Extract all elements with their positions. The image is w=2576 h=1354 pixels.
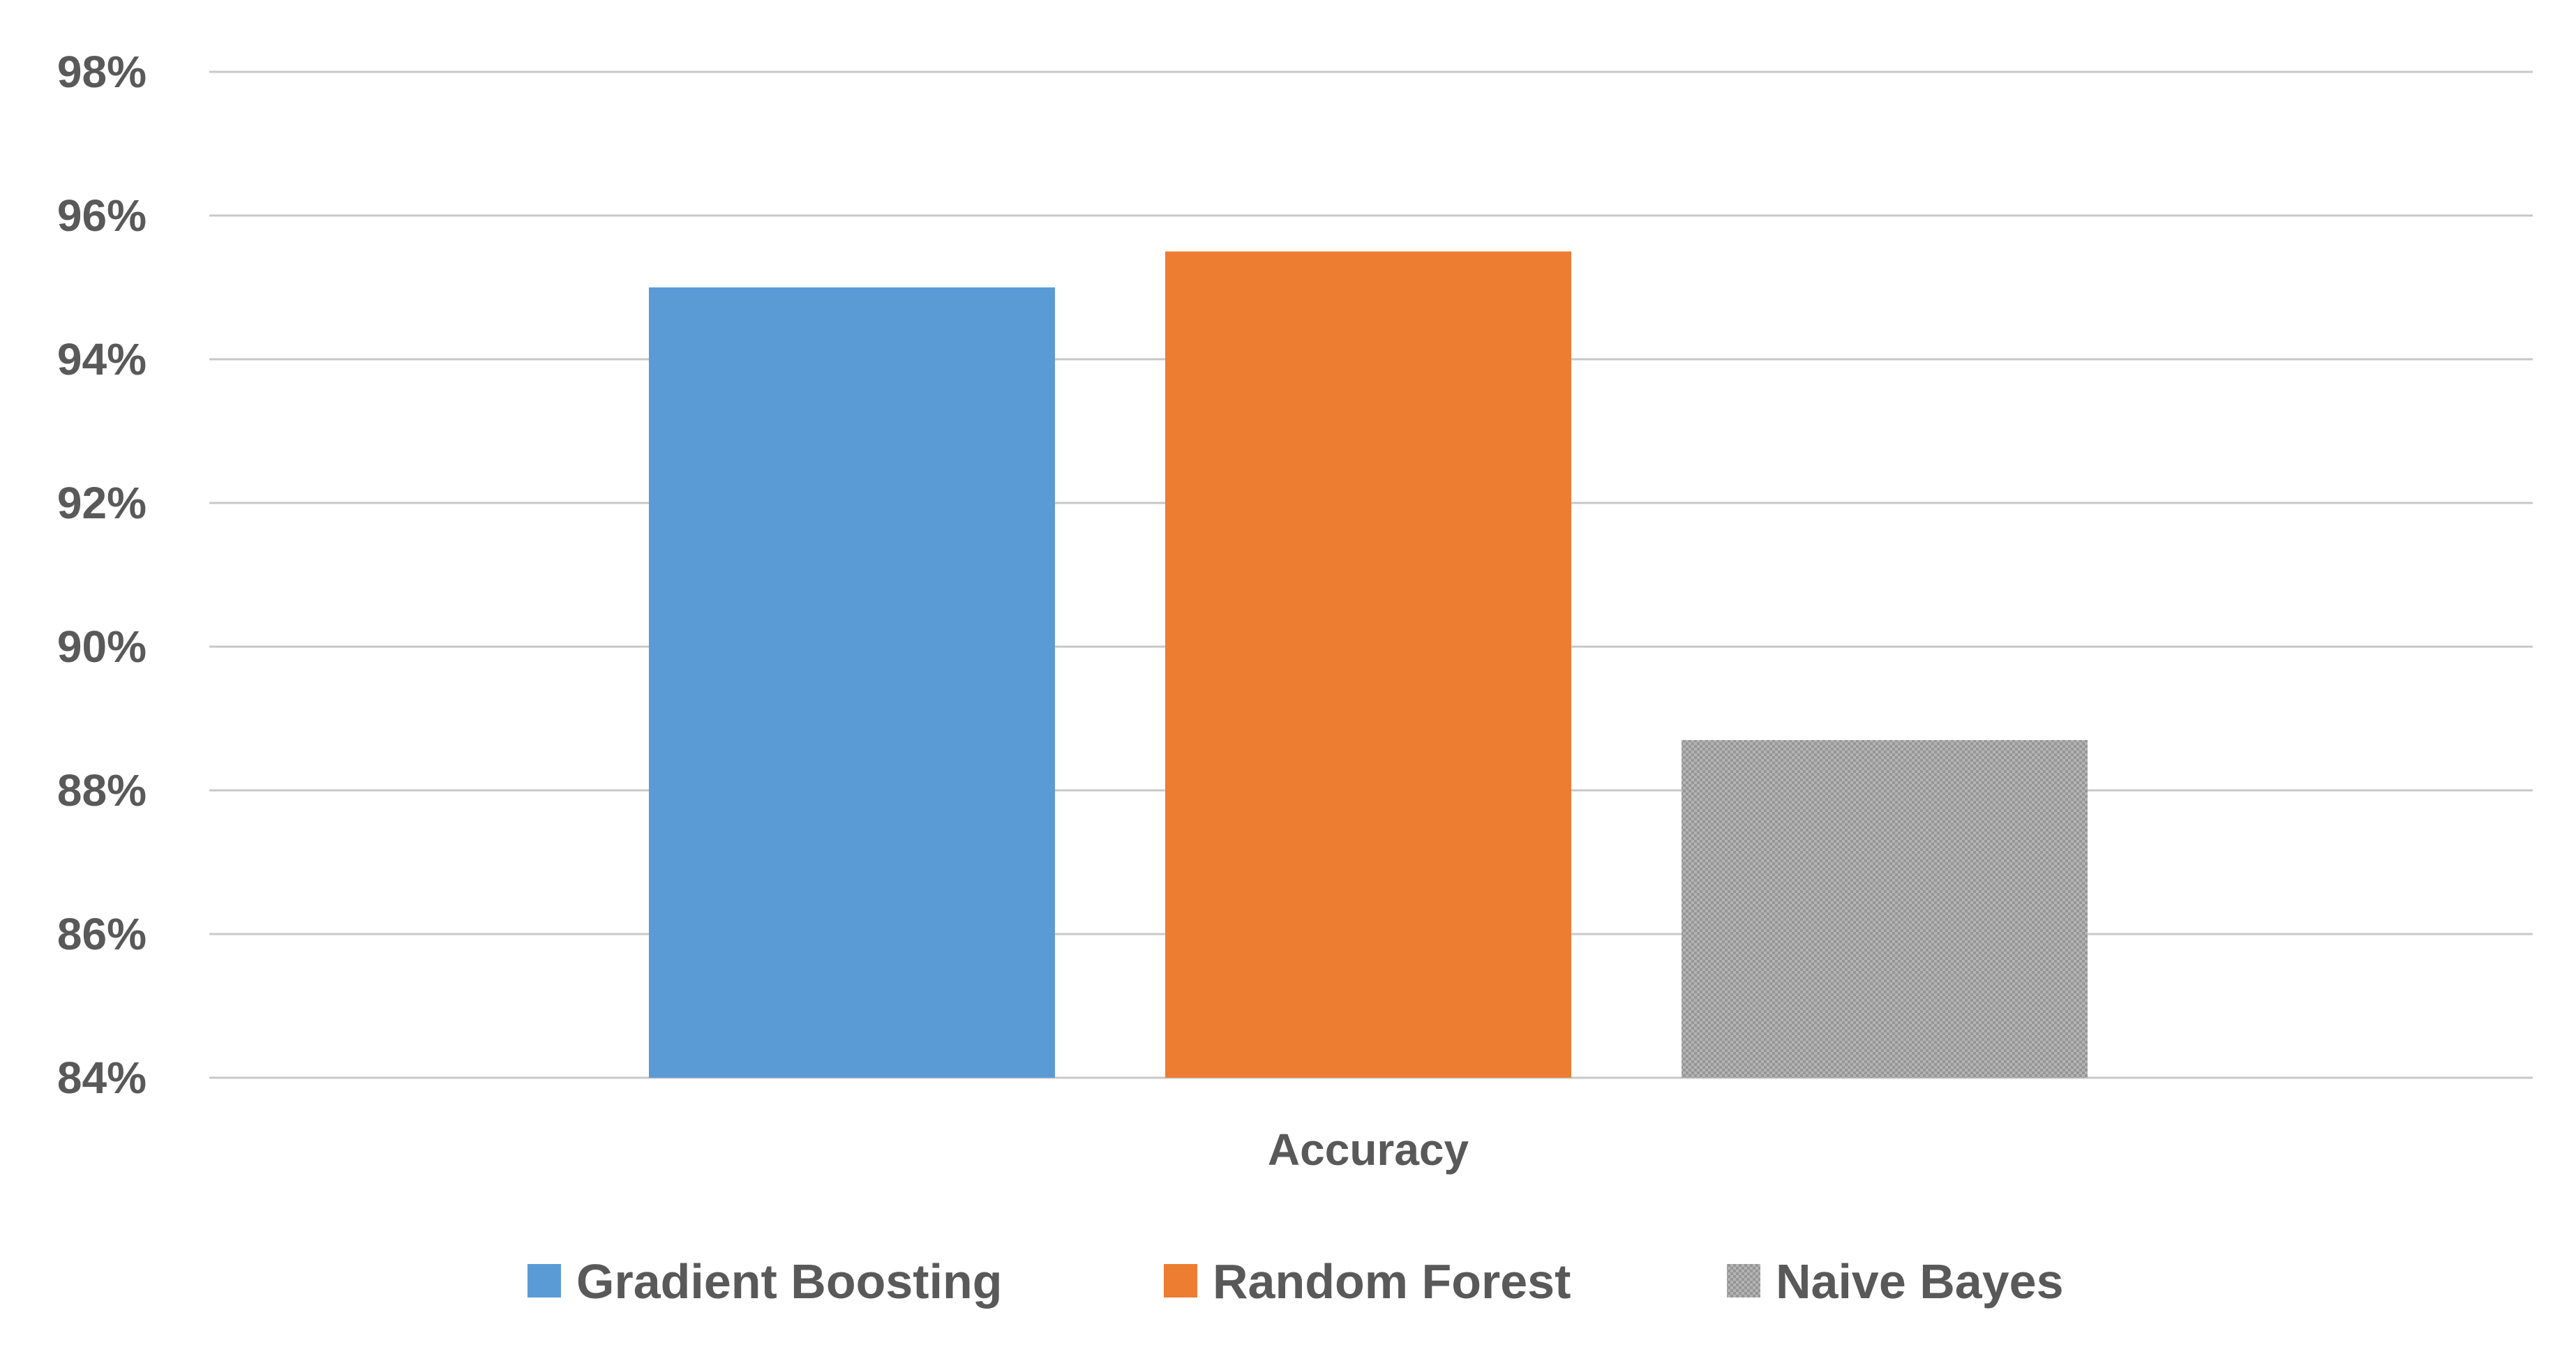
x-axis: Accuracy [1268, 1124, 1469, 1175]
y-tick-label: 86% [57, 909, 147, 959]
legend-label: Naive Bayes [1776, 1254, 2064, 1309]
legend-label: Random Forest [1213, 1254, 1571, 1309]
legend[interactable]: Gradient Boosting Random Forest Naive Baye… [527, 1254, 2064, 1309]
legend-swatch [527, 1264, 561, 1297]
bar-gradient-boosting[interactable] [649, 287, 1055, 1078]
legend-item-naive-bayes[interactable]: Naive Bayes [1727, 1254, 2064, 1309]
legend-swatch [1727, 1264, 1760, 1297]
legend-item-gradient-boosting[interactable]: Gradient Boosting [527, 1254, 1003, 1309]
y-tick-label: 90% [57, 622, 147, 672]
y-axis: 84% 86% 88% 90% 92% 94% 96% 98% [57, 47, 147, 1103]
legend-label: Gradient Boosting [576, 1254, 1003, 1309]
y-tick-label: 94% [57, 334, 147, 384]
y-tick-label: 98% [57, 47, 147, 97]
y-tick-label: 88% [57, 765, 147, 815]
legend-item-random-forest[interactable]: Random Forest [1164, 1254, 1571, 1309]
bar-naive-bayes[interactable] [1682, 739, 2088, 1078]
y-tick-label: 84% [57, 1053, 147, 1103]
bars [649, 251, 2088, 1078]
y-tick-label: 96% [57, 190, 147, 241]
legend-swatch [1164, 1264, 1197, 1297]
x-category-label: Accuracy [1268, 1124, 1469, 1175]
bar-random-forest[interactable] [1165, 251, 1571, 1078]
y-tick-label: 92% [57, 478, 147, 528]
